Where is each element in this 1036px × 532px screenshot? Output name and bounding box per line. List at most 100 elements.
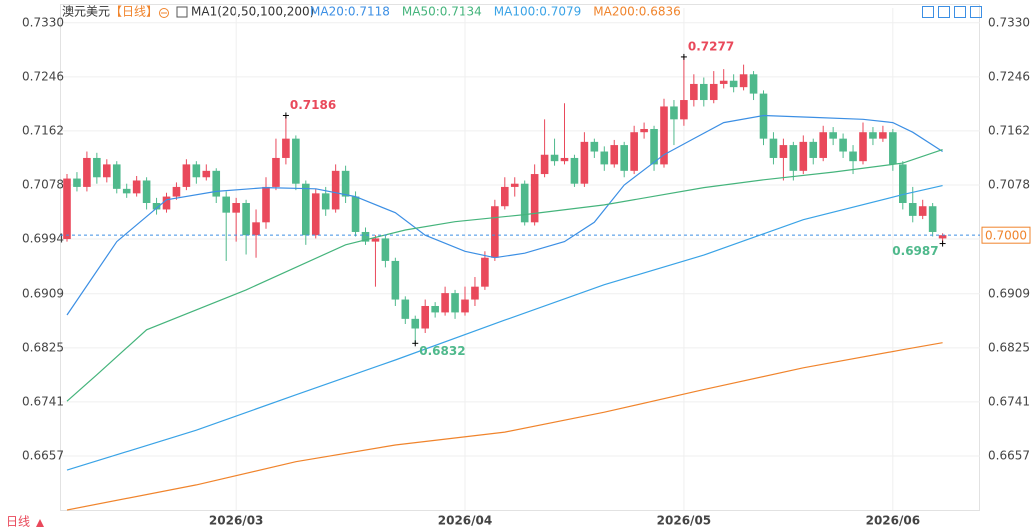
indicator: MA1(20,50,100,200): [191, 5, 314, 19]
candle-body: [709, 83, 718, 101]
candle-body: [351, 196, 360, 232]
candle-body: [292, 138, 300, 184]
indicator-icon[interactable]: [176, 6, 188, 18]
candle-body: [849, 151, 857, 162]
candle-body: [103, 164, 111, 178]
y-tick-label-right: 0.6657: [988, 448, 1030, 462]
y-tick-label-right: 0.6825: [988, 340, 1030, 354]
candle-body: [132, 180, 141, 194]
current-price-tag: [981, 226, 1031, 244]
candle-body: [242, 203, 250, 236]
candle-body: [550, 154, 559, 162]
legend-entry: MA200:0.6836: [593, 5, 681, 19]
tool-icon[interactable]: [954, 6, 966, 18]
candle-body: [928, 206, 937, 232]
y-tick-label-right: 0.6741: [988, 394, 1030, 408]
candle-body: [530, 174, 539, 223]
candle-body: [938, 235, 947, 239]
candle-body: [262, 186, 270, 223]
y-tick-label: 0.7330: [22, 15, 64, 29]
x-tick-label: 2026/03: [209, 514, 263, 528]
y-tick-label-right: 0.7162: [988, 123, 1030, 137]
candle-body: [640, 128, 648, 133]
current-price-label: 0.7000: [985, 229, 1027, 243]
candle-body: [441, 293, 449, 313]
period-tag-text: 日线: [6, 515, 30, 529]
candle-body: [729, 80, 738, 88]
candle-body: [232, 203, 240, 213]
candle-body: [650, 128, 658, 165]
y-tick-label: 0.6825: [22, 340, 64, 354]
candle-body: [859, 132, 867, 162]
candle-body: [361, 231, 370, 242]
candle-body: [63, 178, 71, 240]
candle-body: [401, 299, 410, 319]
candle-body: [610, 145, 619, 165]
y-tick-label: 0.6909: [22, 286, 64, 300]
candle-body: [202, 170, 211, 178]
candle-body: [769, 138, 778, 158]
period-tag-arrow: [36, 519, 44, 527]
candle-body: [341, 170, 350, 197]
candle-body: [461, 299, 469, 313]
candle-body: [471, 286, 479, 300]
y-tick-label-right: 0.6909: [988, 286, 1030, 300]
candle-body: [620, 145, 628, 171]
candle-body: [272, 157, 280, 187]
tool-icon[interactable]: [970, 6, 982, 18]
candle-body: [759, 93, 768, 139]
candle-body: [918, 206, 927, 216]
candle-body: [381, 238, 390, 261]
y-tick-label: 0.7078: [22, 177, 64, 191]
collapse-icon[interactable]: [159, 8, 169, 18]
candle-body: [311, 193, 320, 236]
candle-body: [391, 260, 400, 300]
candle-body: [570, 157, 579, 184]
y-tick-label-right: 0.7078: [988, 177, 1030, 191]
tool-icon[interactable]: [938, 6, 950, 18]
y-tick-label-right: 0.7330: [988, 15, 1030, 29]
candle-body: [540, 154, 549, 175]
toolbar: [922, 6, 982, 18]
symbol: 澳元美元: [62, 5, 110, 19]
ma-line: [66, 342, 943, 511]
candle-body: [739, 74, 748, 88]
x-tick-label: 2026/05: [657, 514, 711, 528]
candle-body: [789, 145, 798, 171]
candle-body: [869, 132, 877, 139]
candle-body: [908, 203, 917, 216]
candle-body: [431, 305, 439, 313]
candle-body: [162, 196, 171, 210]
annotation-label: 0.7277: [688, 39, 734, 53]
candle-body: [302, 183, 310, 236]
candle-body: [212, 170, 221, 197]
candle-body: [182, 164, 191, 187]
ma-line: [66, 149, 943, 402]
candle-body: [501, 186, 509, 207]
candle-body: [491, 206, 499, 258]
candle-body: [122, 188, 131, 194]
tool-icon[interactable]: [922, 6, 934, 18]
y-tick-label: 0.6741: [22, 394, 64, 408]
candle-body: [719, 80, 728, 84]
candle-body: [799, 141, 808, 171]
period[interactable]: 【日线】: [110, 5, 158, 19]
candle-body: [172, 186, 181, 197]
candle-body: [411, 318, 420, 329]
candle-body: [73, 178, 81, 187]
candle-body: [421, 305, 429, 329]
candle-body: [321, 193, 330, 210]
y-tick-label: 0.7162: [22, 123, 64, 137]
y-tick-label: 0.7246: [22, 69, 64, 83]
candle-body: [809, 141, 818, 158]
candle-body: [889, 132, 897, 165]
legend-entry: MA50:0.7134: [402, 5, 482, 19]
candle-body: [331, 170, 340, 210]
candle-body: [839, 138, 847, 152]
candle-body: [83, 157, 91, 187]
candle-body: [252, 222, 260, 236]
period-tag[interactable]: 日线: [6, 515, 44, 529]
candle-body: [680, 100, 688, 120]
candle-body: [690, 83, 698, 101]
